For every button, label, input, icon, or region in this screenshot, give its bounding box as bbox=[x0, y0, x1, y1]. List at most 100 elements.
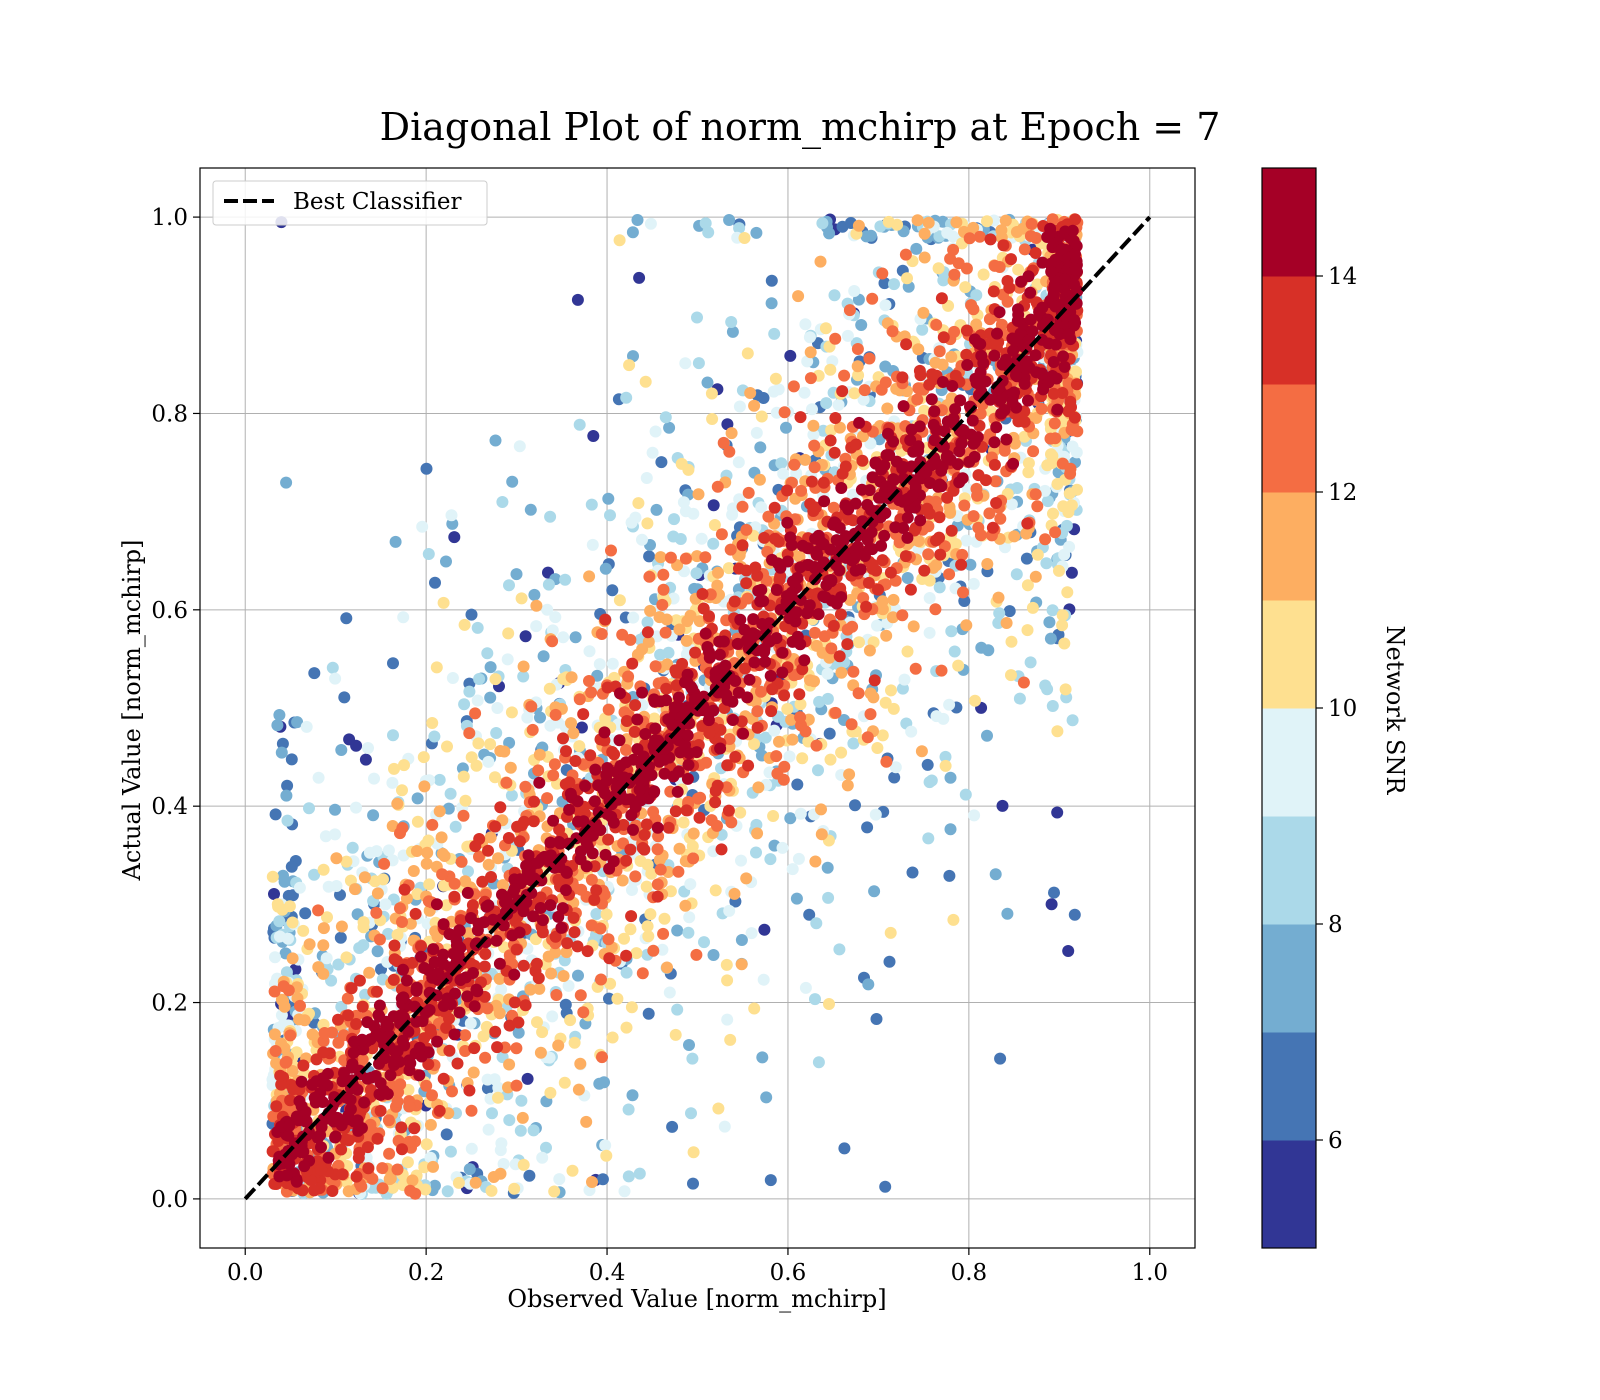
scatter-point bbox=[923, 776, 936, 789]
scatter-point bbox=[318, 1027, 331, 1039]
scatter-point bbox=[770, 583, 783, 596]
scatter-point bbox=[930, 534, 942, 547]
scatter-point bbox=[457, 809, 470, 822]
scatter-point bbox=[785, 713, 798, 726]
scatter-point bbox=[277, 980, 290, 993]
scatter-point bbox=[833, 943, 846, 956]
scatter-point bbox=[575, 883, 588, 896]
scatter-point bbox=[421, 846, 434, 859]
scatter-point bbox=[473, 850, 485, 863]
scatter-point bbox=[725, 427, 738, 440]
scatter-point bbox=[1046, 604, 1059, 617]
scatter-point bbox=[395, 1121, 408, 1134]
scatter-point bbox=[653, 853, 666, 866]
scatter-point bbox=[304, 1174, 317, 1186]
scatter-point bbox=[944, 771, 957, 784]
scatter-point bbox=[625, 1001, 638, 1014]
scatter-point bbox=[970, 482, 983, 495]
scatter-point bbox=[697, 602, 710, 615]
scatter-point bbox=[794, 561, 807, 574]
scatter-point bbox=[469, 1176, 482, 1189]
scatter-point bbox=[707, 499, 720, 512]
scatter-point bbox=[952, 659, 965, 672]
scatter-point bbox=[739, 662, 752, 675]
scatter-point bbox=[374, 1104, 387, 1117]
scatter-point bbox=[521, 1072, 534, 1085]
scatter-point bbox=[906, 866, 919, 879]
scatter-point bbox=[819, 322, 832, 335]
scatter-point bbox=[908, 524, 921, 537]
scatter-point bbox=[997, 239, 1010, 252]
scatter-point bbox=[606, 1031, 619, 1044]
scatter-point bbox=[853, 636, 865, 649]
scatter-point bbox=[642, 930, 655, 943]
scatter-point bbox=[636, 842, 649, 854]
scatter-point bbox=[967, 303, 980, 316]
scatter-point bbox=[479, 1051, 492, 1064]
scatter-point bbox=[1012, 263, 1025, 276]
scatter-point bbox=[467, 1066, 480, 1079]
scatter-point bbox=[281, 814, 294, 827]
scatter-point bbox=[544, 1086, 557, 1099]
scatter-point bbox=[651, 843, 664, 856]
scatter-point bbox=[742, 759, 755, 772]
scatter-point bbox=[792, 290, 805, 303]
scatter-point bbox=[613, 594, 626, 607]
scatter-point bbox=[517, 670, 530, 683]
scatter-point bbox=[295, 1075, 308, 1088]
scatter-point bbox=[988, 259, 1001, 272]
scatter-point bbox=[1045, 448, 1057, 461]
scatter-point bbox=[684, 878, 697, 891]
scatter-point bbox=[530, 599, 543, 612]
scatter-point bbox=[827, 619, 840, 632]
scatter-point bbox=[555, 921, 568, 934]
scatter-point bbox=[1044, 432, 1057, 445]
scatter-point bbox=[491, 1041, 504, 1054]
scatter-point bbox=[816, 217, 829, 230]
scatter-point bbox=[1051, 806, 1064, 819]
scatter-point bbox=[423, 878, 436, 891]
scatter-point bbox=[836, 467, 849, 480]
scatter-point bbox=[738, 232, 751, 244]
scatter-point bbox=[943, 698, 956, 711]
scatter-point bbox=[512, 1026, 525, 1039]
scatter-point bbox=[466, 899, 479, 912]
scatter-point bbox=[755, 410, 768, 423]
scatter-point bbox=[671, 924, 684, 937]
scatter-point bbox=[552, 910, 565, 923]
scatter-point bbox=[722, 562, 735, 575]
scatter-point bbox=[939, 759, 952, 772]
scatter-point bbox=[700, 756, 713, 769]
scatter-point bbox=[784, 812, 797, 825]
scatter-point bbox=[553, 823, 566, 836]
scatter-point bbox=[559, 573, 572, 586]
scatter-point bbox=[546, 1010, 559, 1023]
scatter-point bbox=[497, 1158, 510, 1170]
scatter-point bbox=[530, 620, 543, 633]
scatter-point bbox=[809, 855, 822, 868]
scatter-point bbox=[350, 1018, 363, 1030]
scatter-point bbox=[1066, 440, 1079, 453]
scatter-point bbox=[664, 551, 677, 564]
scatter-point bbox=[882, 215, 895, 228]
scatter-point bbox=[353, 974, 366, 987]
scatter-point bbox=[998, 444, 1011, 457]
scatter-point bbox=[888, 278, 900, 291]
scatter-point bbox=[884, 926, 897, 939]
scatter-point bbox=[268, 888, 280, 900]
scatter-point bbox=[787, 575, 799, 588]
scatter-point bbox=[979, 375, 992, 388]
scatter-point bbox=[835, 746, 848, 759]
scatter-point bbox=[472, 737, 485, 750]
scatter-point bbox=[734, 806, 747, 819]
scatter-point bbox=[373, 999, 386, 1012]
scatter-point bbox=[717, 436, 730, 449]
scatter-point bbox=[933, 345, 946, 358]
scatter-point bbox=[627, 350, 639, 363]
scatter-point bbox=[428, 730, 441, 743]
scatter-point bbox=[1036, 367, 1049, 380]
scatter-point bbox=[569, 631, 582, 644]
scatter-point bbox=[960, 534, 973, 547]
scatter-point bbox=[724, 543, 737, 556]
scatter-point bbox=[518, 815, 531, 828]
